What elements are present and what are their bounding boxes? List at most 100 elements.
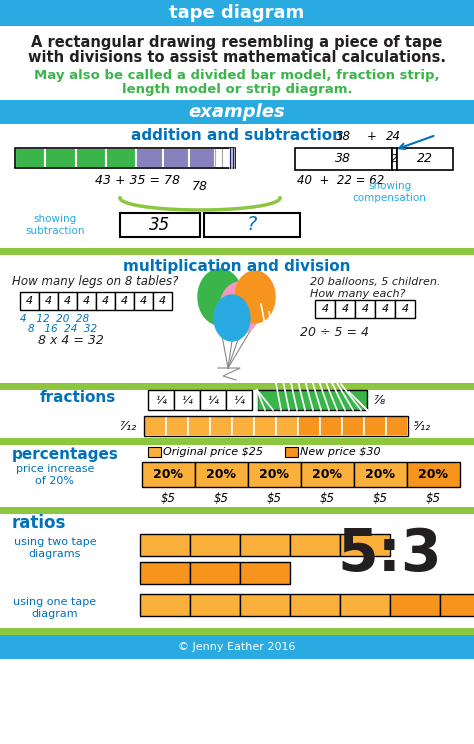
Bar: [137, 148, 163, 168]
Bar: [340, 594, 390, 616]
Bar: [195, 462, 248, 487]
Bar: [440, 594, 474, 616]
Bar: [240, 534, 290, 556]
Text: ?: ?: [247, 216, 257, 234]
Bar: [0, 100, 474, 124]
Bar: [140, 562, 190, 584]
Text: tape diagram: tape diagram: [169, 4, 305, 22]
Bar: [0, 383, 474, 390]
Bar: [204, 213, 300, 237]
Bar: [335, 300, 355, 318]
Text: ¼: ¼: [155, 395, 166, 405]
Text: $5: $5: [161, 492, 176, 504]
Text: 4: 4: [362, 304, 369, 314]
Bar: [200, 390, 226, 410]
Text: 20%: 20%: [312, 468, 343, 481]
Text: 40  +  22 = 62: 40 + 22 = 62: [297, 173, 384, 187]
Text: 38: 38: [336, 130, 351, 144]
Bar: [295, 148, 392, 170]
Text: length model or strip diagram.: length model or strip diagram.: [122, 83, 352, 95]
Text: 43 + 35 = 78: 43 + 35 = 78: [95, 173, 180, 187]
Bar: [46, 148, 76, 168]
Text: 20%: 20%: [365, 468, 395, 481]
Text: using two tape
diagrams: using two tape diagrams: [14, 537, 96, 559]
Bar: [375, 300, 395, 318]
Bar: [189, 148, 215, 168]
Bar: [210, 416, 232, 436]
Bar: [342, 416, 364, 436]
Bar: [190, 594, 240, 616]
Bar: [232, 416, 254, 436]
Text: 20%: 20%: [207, 468, 237, 481]
Text: 8   16  24  32: 8 16 24 32: [28, 324, 97, 334]
Bar: [290, 534, 340, 556]
Bar: [407, 462, 460, 487]
Text: 78: 78: [192, 181, 208, 193]
Bar: [240, 562, 290, 584]
Text: 20%: 20%: [419, 468, 448, 481]
Bar: [140, 594, 190, 616]
Text: $5: $5: [267, 492, 282, 504]
Bar: [320, 416, 342, 436]
Text: 4   12  20  28: 4 12 20 28: [20, 314, 89, 324]
Bar: [315, 300, 335, 318]
Text: 4: 4: [83, 296, 90, 306]
Bar: [134, 292, 153, 310]
Text: 24: 24: [386, 130, 401, 144]
Text: 4: 4: [159, 296, 166, 306]
Text: ⁵⁄₁₂: ⁵⁄₁₂: [414, 420, 431, 432]
Bar: [148, 447, 161, 457]
Ellipse shape: [235, 271, 275, 323]
Text: price increase
of 20%: price increase of 20%: [16, 464, 94, 486]
Bar: [153, 292, 172, 310]
Bar: [20, 292, 39, 310]
Bar: [174, 390, 200, 410]
Text: A rectangular drawing resembling a piece of tape: A rectangular drawing resembling a piece…: [31, 34, 443, 50]
Text: 35: 35: [149, 216, 171, 234]
Text: 4: 4: [121, 296, 128, 306]
Bar: [163, 148, 189, 168]
Text: 20%: 20%: [154, 468, 183, 481]
Text: 20 ÷ 5 = 4: 20 ÷ 5 = 4: [301, 326, 370, 339]
Bar: [215, 148, 222, 168]
Bar: [257, 390, 367, 410]
Text: 8 x 4 = 32: 8 x 4 = 32: [38, 335, 104, 347]
Bar: [140, 534, 190, 556]
Bar: [15, 148, 235, 168]
Text: fractions: fractions: [40, 391, 116, 405]
Bar: [285, 447, 298, 457]
Text: 4: 4: [401, 304, 409, 314]
Text: 4: 4: [26, 296, 33, 306]
Bar: [142, 462, 195, 487]
Bar: [120, 213, 200, 237]
Bar: [290, 594, 340, 616]
Bar: [226, 390, 252, 410]
Bar: [166, 416, 188, 436]
Bar: [222, 148, 229, 168]
Text: 4: 4: [341, 304, 348, 314]
Bar: [254, 416, 276, 436]
Bar: [392, 148, 397, 170]
Text: 4: 4: [102, 296, 109, 306]
Bar: [240, 594, 290, 616]
Text: 4: 4: [140, 296, 147, 306]
Text: ¼: ¼: [208, 395, 219, 405]
Bar: [276, 416, 298, 436]
Bar: [340, 534, 390, 556]
Bar: [144, 416, 166, 436]
Bar: [188, 416, 210, 436]
Ellipse shape: [214, 295, 250, 341]
Text: New price $30: New price $30: [300, 447, 381, 457]
Text: 20 balloons, 5 children.: 20 balloons, 5 children.: [310, 277, 440, 287]
Bar: [190, 534, 240, 556]
Text: ⁷⁄₁₂: ⁷⁄₁₂: [119, 420, 136, 432]
Text: ⁷⁄₈: ⁷⁄₈: [373, 394, 385, 406]
Ellipse shape: [220, 282, 260, 334]
Text: 4: 4: [64, 296, 71, 306]
Text: 22: 22: [417, 153, 433, 165]
Text: $5: $5: [426, 492, 441, 504]
Bar: [301, 462, 354, 487]
Text: 4: 4: [45, 296, 52, 306]
Bar: [39, 292, 58, 310]
Text: +: +: [366, 130, 376, 144]
